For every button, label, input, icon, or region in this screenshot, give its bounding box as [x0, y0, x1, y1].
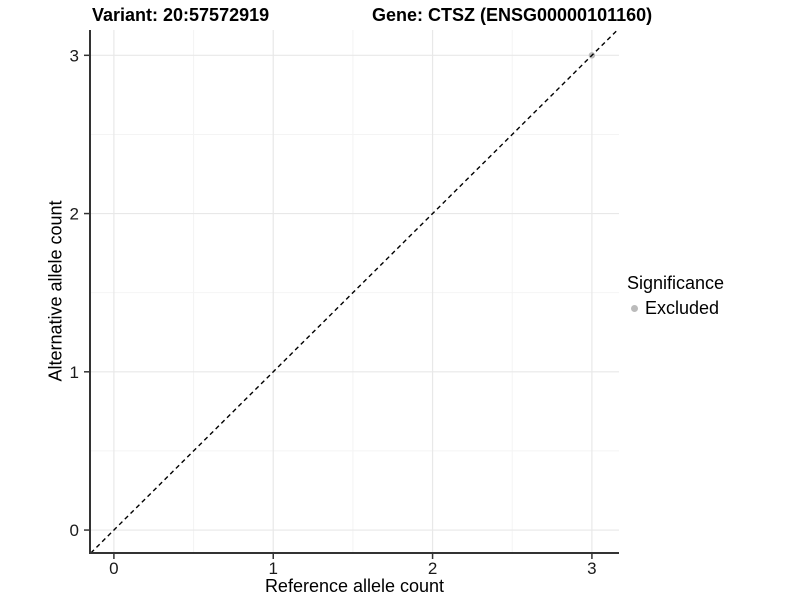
x-tick-label: 3: [587, 559, 596, 578]
legend-item-excluded: Excluded: [627, 298, 724, 319]
x-tick-label: 2: [428, 559, 437, 578]
identity-reference-line: [90, 29, 618, 554]
plot-title-variant: Variant: 20:57572919: [92, 5, 270, 25]
x-axis-title: Reference allele count: [264, 576, 445, 596]
legend-item-label: Excluded: [645, 298, 720, 318]
legend-point-icon: [631, 305, 638, 312]
x-tick-label: 0: [109, 559, 118, 578]
x-tick-label: 1: [269, 559, 278, 578]
y-axis-title: Alternative allele count: [45, 200, 66, 382]
legend-title: Significance: [627, 273, 725, 293]
plot-title-gene: Gene: CTSZ (ENSG00000101160): [372, 5, 653, 25]
legend: Significance Excluded: [627, 273, 724, 319]
y-tick-label: 2: [70, 205, 79, 224]
y-tick-label: 3: [70, 46, 79, 65]
y-tick-label: 0: [70, 521, 79, 540]
y-tick-label: 1: [70, 363, 79, 382]
